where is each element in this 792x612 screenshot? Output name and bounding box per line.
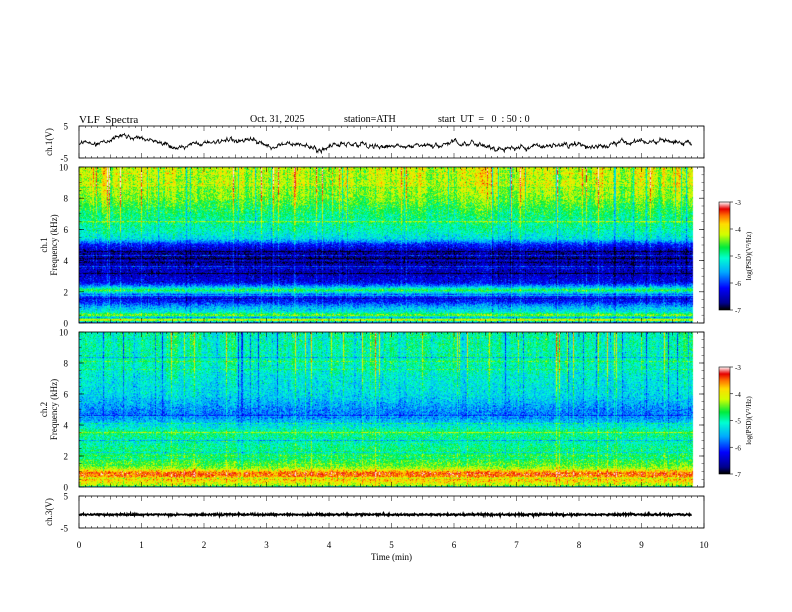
ch1-spec-y-tick-label: 2 (64, 287, 69, 297)
ch1-spec-colorbar-label: log(PSD)(V²/Hz) (745, 231, 753, 280)
ch2-spec-heatmap-image (79, 332, 704, 487)
x-tick-label: 0 (77, 540, 82, 550)
ch2-spec-ylabel: Frequency (kHz) (49, 379, 59, 440)
ch1-spec-ylabel: ch.1 (39, 237, 49, 252)
x-tick-label: 6 (452, 540, 457, 550)
ch2-spec-colorbar-tick-label: -6 (735, 444, 741, 452)
ch2-spec-y-tick-label: 0 (64, 483, 69, 493)
x-tick-label: 5 (389, 540, 394, 550)
ch1-spec-colorbar-tick-label: -5 (735, 253, 741, 261)
x-tick-label: 2 (202, 540, 207, 550)
ch1-ylabel: ch.1(V) (44, 128, 54, 156)
ch1-spec-colorbar-tick-label: -6 (735, 280, 741, 288)
x-tick-label: 3 (264, 540, 269, 550)
ch1-spec-colorbar-tick-label: -4 (735, 226, 741, 234)
ch1-spec-y-tick-label: 4 (64, 256, 69, 266)
x-tick-label: 1 (139, 540, 144, 550)
ch1-spec-heatmap-image (79, 167, 704, 323)
ch2-spec-colorbar-tick-label: -7 (735, 471, 741, 479)
ch1-spec-colorbar (719, 202, 730, 310)
ch2-spec-y-tick-label: 6 (64, 390, 69, 400)
ch2-spec-ylabel: ch.2 (39, 402, 49, 417)
ch1-spec-y-tick-label: 0 (64, 319, 69, 329)
station-label: station=ATH (344, 114, 396, 125)
ch1-y-tick-label: -5 (61, 154, 69, 164)
chart-title: VLF Spectra (79, 114, 139, 126)
x-tick-label: 4 (327, 540, 332, 550)
ch1-spec-y-tick-label: 10 (59, 163, 69, 173)
ch2-spec-y-tick-label: 8 (64, 359, 69, 369)
x-tick-label: 8 (577, 540, 582, 550)
ch2-spec-colorbar-tick-label: -4 (735, 391, 741, 399)
ch1-spec-y-tick-label: 6 (64, 225, 69, 235)
ch1-trace (78, 132, 692, 155)
ch2-spec-y-tick-label: 2 (64, 452, 69, 462)
ch1-y-tick-label: 5 (64, 122, 69, 132)
x-tick-label: 10 (700, 540, 710, 550)
ch3-y-tick-label: -5 (61, 524, 69, 534)
ch1-spec-y-tick-label: 8 (64, 194, 69, 204)
ch2-spec-y-tick-label: 10 (59, 328, 69, 338)
x-tick-label: 7 (514, 540, 519, 550)
ch2-spec-colorbar-tick-label: -3 (735, 364, 741, 372)
ch1-spec-colorbar-tick-label: -3 (735, 199, 741, 207)
ch1-spec-ylabel: Frequency (kHz) (49, 214, 59, 275)
ch2-spec-y-tick-label: 4 (64, 421, 69, 431)
ch2-spec-colorbar-label: log(PSD)(V²/Hz) (745, 396, 753, 445)
start-time-label: start UT = 0 : 50 : 0 (438, 114, 530, 125)
ch2-spec-colorbar (719, 367, 730, 474)
ch3-y-tick-label: 5 (64, 492, 69, 502)
ch2-spec-colorbar-tick-label: -5 (735, 418, 741, 426)
x-axis-label: Time (min) (371, 552, 412, 562)
ch1-spec-colorbar-tick-label: -7 (735, 307, 741, 315)
ch3-trace (78, 510, 692, 520)
ch3-ylabel: ch.3(V) (44, 498, 54, 526)
x-tick-label: 9 (639, 540, 644, 550)
date-label: Oct. 31, 2025 (250, 114, 305, 125)
